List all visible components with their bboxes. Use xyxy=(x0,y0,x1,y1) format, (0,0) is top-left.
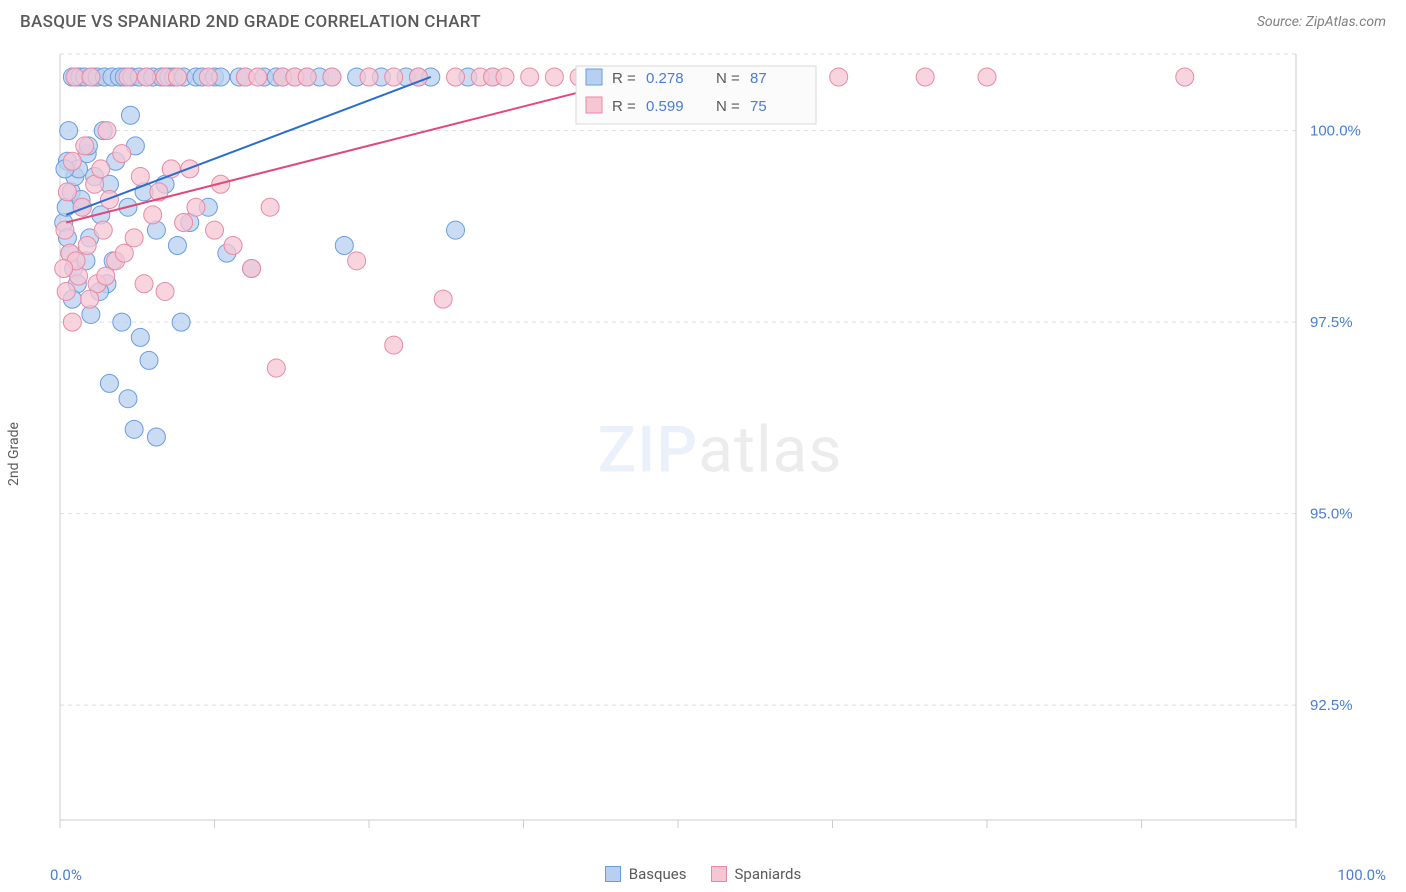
legend-swatch xyxy=(711,866,727,882)
chart-source: Source: ZipAtlas.com xyxy=(1257,14,1386,30)
chart-header: BASQUE VS SPANIARD 2ND GRADE CORRELATION… xyxy=(0,0,1406,40)
svg-text:92.5%: 92.5% xyxy=(1310,697,1353,714)
svg-text:0.278: 0.278 xyxy=(646,70,684,87)
legend-item: Spaniards xyxy=(711,865,802,883)
svg-text:R =: R = xyxy=(612,70,636,87)
legend-label: Spaniards xyxy=(735,865,802,883)
svg-text:N =: N = xyxy=(716,98,740,115)
svg-text:N =: N = xyxy=(716,70,740,87)
legend-item: Basques xyxy=(605,865,687,883)
chart-title: BASQUE VS SPANIARD 2ND GRADE CORRELATION… xyxy=(20,12,481,32)
chart-container: BASQUE VS SPANIARD 2ND GRADE CORRELATION… xyxy=(0,0,1406,892)
svg-text:R =: R = xyxy=(612,98,636,115)
svg-text:75: 75 xyxy=(750,98,767,115)
svg-text:0.599: 0.599 xyxy=(646,98,684,115)
chart-svg: 100.0% 97.5% 95.0% 92.5% R = 0.278 N = 87 R = 0.5… xyxy=(54,48,1386,852)
svg-text:87: 87 xyxy=(750,70,767,87)
chart-plot-area: 100.0% 97.5% 95.0% 92.5% R = 0.278 N = 87 R = 0.5… xyxy=(54,48,1386,852)
y-axis-label: 2nd Grade xyxy=(6,422,22,486)
legend-bottom: Basques Spaniards xyxy=(0,865,1406,886)
svg-text:100.0%: 100.0% xyxy=(1310,123,1361,140)
svg-text:95.0%: 95.0% xyxy=(1310,506,1353,523)
legend-swatch xyxy=(605,866,621,882)
legend-label: Basques xyxy=(629,865,687,883)
svg-text:97.5%: 97.5% xyxy=(1310,314,1353,331)
